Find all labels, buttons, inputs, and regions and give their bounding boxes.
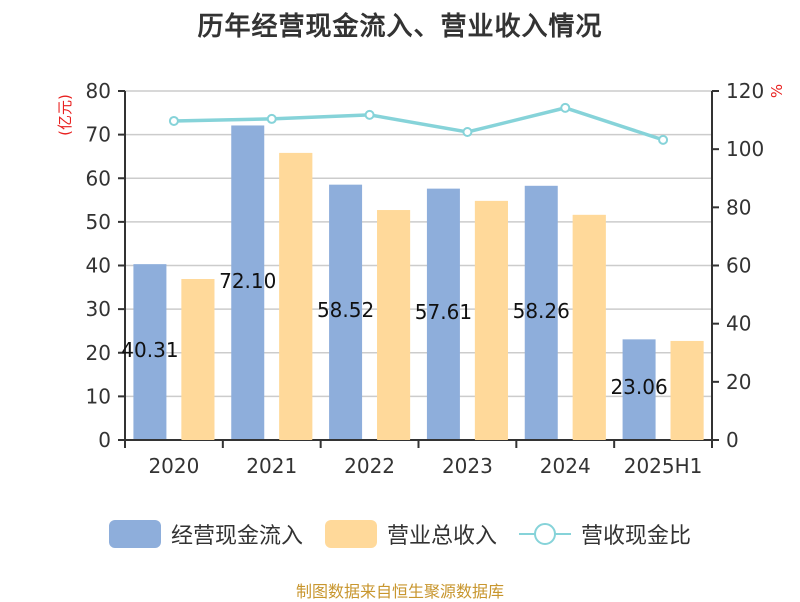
bar[interactable] xyxy=(133,264,167,440)
right-axis-tick: 100 xyxy=(726,137,764,161)
bar-value-label: 58.26 xyxy=(513,299,570,323)
legend-label: 经营现金流入 xyxy=(170,524,303,549)
bar[interactable] xyxy=(231,125,265,441)
chart-title: 历年经营现金流入、营业收入情况 xyxy=(197,12,603,42)
x-axis-tick: 2021 xyxy=(246,454,297,478)
right-axis-tick: 120 xyxy=(726,79,764,103)
ratio-line-series xyxy=(168,102,669,145)
left-axis-tick: 40 xyxy=(86,254,111,278)
left-axis-unit: (亿元) xyxy=(56,94,74,136)
line-circle-marker-icon xyxy=(519,523,571,545)
line-point[interactable] xyxy=(364,109,375,120)
bar[interactable] xyxy=(426,188,460,440)
x-axis-tick: 2024 xyxy=(540,454,591,478)
line-point[interactable] xyxy=(266,113,277,124)
right-axis-tick: 40 xyxy=(726,312,751,336)
legend-label: 营收现金比 xyxy=(581,524,692,549)
bar[interactable] xyxy=(524,185,558,440)
axes: 0 10 20 30 40 50 60 70 80 0 20 40 60 80 100 120 2020 2021… xyxy=(86,79,765,478)
right-axis-unit: % xyxy=(768,84,786,98)
line-point[interactable] xyxy=(560,102,571,113)
legend-label: 营业总收入 xyxy=(386,524,497,549)
right-axis-tick: 0 xyxy=(726,428,739,452)
data-source-note: 制图数据来自恒生聚源数据库 xyxy=(295,582,504,601)
x-axis-tick: 2022 xyxy=(344,454,395,478)
left-axis-tick: 20 xyxy=(86,341,111,365)
bar-overlay xyxy=(572,214,606,440)
x-axis-tick: 2023 xyxy=(442,454,493,478)
bar-value-label: 57.61 xyxy=(415,300,472,324)
left-axis-tick: 50 xyxy=(86,210,111,234)
line-point[interactable] xyxy=(658,134,669,145)
left-axis-tick: 60 xyxy=(86,166,111,190)
bar[interactable] xyxy=(622,339,656,440)
line-point[interactable] xyxy=(462,127,473,138)
left-axis-tick: 10 xyxy=(86,384,111,408)
legend-item-cash-inflow[interactable]: 经营现金流入 xyxy=(108,518,303,550)
bar-value-label: 23.06 xyxy=(610,375,667,399)
right-axis-tick: 60 xyxy=(726,254,751,278)
legend-item-ratio[interactable]: 营收现金比 xyxy=(519,518,691,550)
right-axis-tick: 20 xyxy=(726,370,751,394)
bar-overlay xyxy=(279,152,313,440)
data-labels: 40.31 72.10 58.52 57.61 58.26 23.06 xyxy=(121,152,704,440)
cash-inflow-swatch-icon xyxy=(108,520,161,548)
right-axis-tick: 80 xyxy=(726,195,751,219)
legend: 经营现金流入 营业总收入 营收现金比 xyxy=(0,518,800,550)
bar-value-label: 58.52 xyxy=(317,298,374,322)
bar-overlay xyxy=(670,340,704,440)
left-axis-tick: 80 xyxy=(86,79,111,103)
x-axis-tick: 2020 xyxy=(148,454,199,478)
bar-value-label: 72.10 xyxy=(219,269,276,293)
bar[interactable] xyxy=(329,184,363,440)
bar-overlay xyxy=(474,200,508,440)
legend-item-revenue[interactable]: 营业总收入 xyxy=(324,518,497,550)
bar-overlay xyxy=(377,210,411,440)
left-axis-tick: 0 xyxy=(98,428,111,452)
left-axis-tick: 30 xyxy=(86,297,111,321)
ratio-line xyxy=(173,106,664,142)
bar-overlay xyxy=(181,279,215,440)
bar-value-label: 40.31 xyxy=(121,338,178,362)
left-axis-tick: 70 xyxy=(86,123,111,147)
gridlines xyxy=(125,90,712,398)
x-axis-tick: 2025H1 xyxy=(624,454,703,478)
line-point[interactable] xyxy=(168,115,179,126)
revenue-swatch-icon xyxy=(324,520,377,548)
